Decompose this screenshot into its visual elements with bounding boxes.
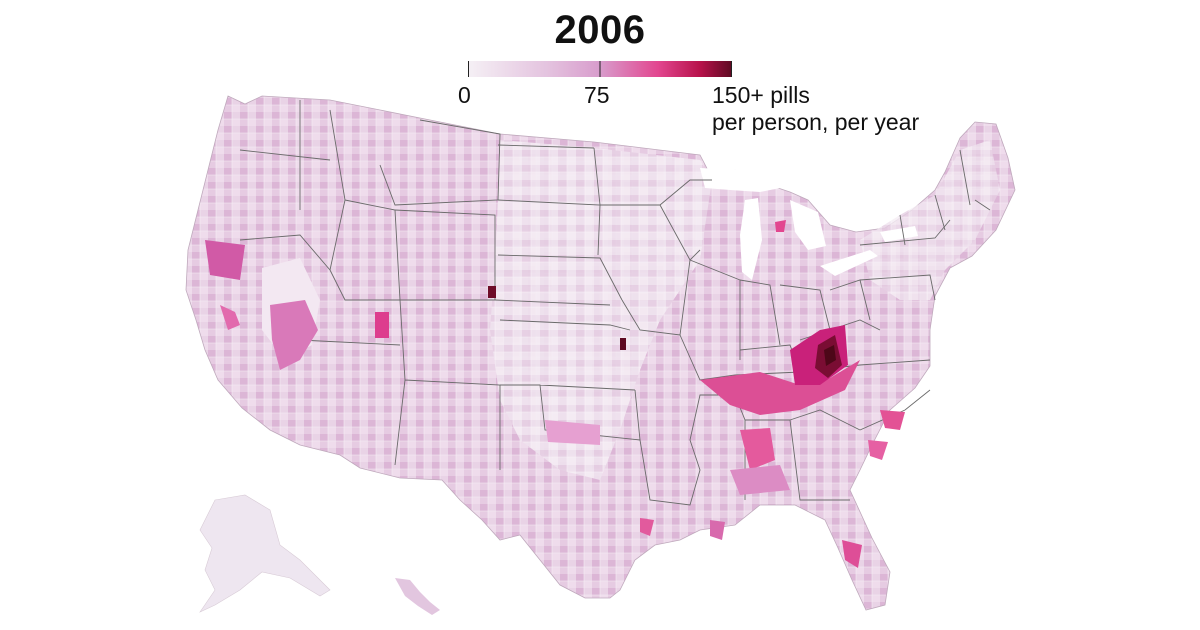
alaska (199, 494, 331, 613)
color-scale-bar (468, 61, 732, 77)
legend-unit-label: per person, per year (712, 109, 920, 135)
legend-tick-150: 150+ pills (712, 82, 810, 108)
hotspot-counties (205, 220, 905, 568)
hawaii (395, 578, 440, 615)
map-title: 2006 (554, 8, 646, 52)
lake-michigan (740, 198, 762, 280)
lake-erie (820, 250, 878, 276)
legend-tick-75: 75 (584, 82, 610, 108)
legend-tick-0: 0 (458, 82, 471, 108)
lake-superior (700, 168, 790, 192)
plains-region-light (490, 140, 712, 480)
state-borders (239, 100, 991, 506)
lake-huron (790, 200, 826, 250)
lake-ontario (880, 226, 918, 242)
